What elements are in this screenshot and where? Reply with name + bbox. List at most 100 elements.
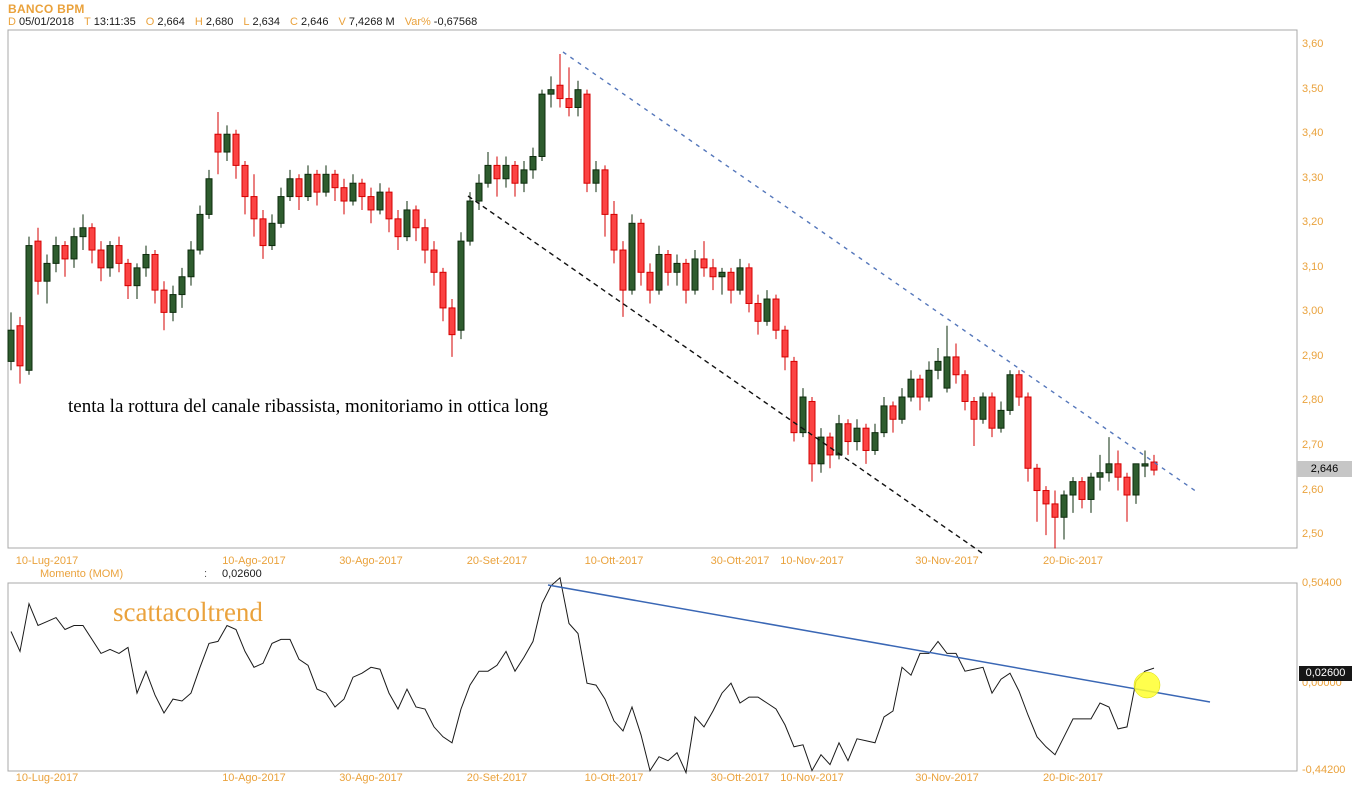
candle-body (862, 427, 870, 451)
candle-body (844, 423, 852, 443)
quote-field: C 2,646 (290, 16, 329, 28)
candle-body (493, 164, 501, 180)
candle-body (754, 302, 762, 322)
momentum-value-badge: 0,02600 (1299, 666, 1352, 681)
candle-body (178, 276, 186, 296)
candle-body (475, 182, 483, 202)
candle-body (250, 196, 258, 220)
candle-body (412, 209, 420, 229)
date-axis-label: 20-Set-2017 (466, 772, 528, 784)
candle-body (223, 133, 231, 153)
candle-body (421, 227, 429, 251)
candle-body (745, 267, 753, 304)
candle-body (628, 222, 636, 291)
candle-body (826, 436, 834, 456)
date-axis-label: 30-Ago-2017 (339, 555, 403, 567)
indicator-colon: : (204, 568, 208, 580)
candle-body (511, 164, 519, 184)
date-axis-label: 10-Ott-2017 (584, 555, 644, 567)
candle-body (925, 369, 933, 398)
candle-body (43, 262, 51, 282)
candle-body (529, 155, 537, 171)
candle-body (691, 258, 699, 291)
candle-body (574, 89, 582, 108)
candle-body (799, 396, 807, 434)
date-axis-label: 10-Ago-2017 (222, 772, 286, 784)
candle-body (439, 271, 447, 309)
candle-body (781, 329, 789, 358)
candle-body (655, 253, 663, 291)
candle-body (430, 249, 438, 273)
candle-body (448, 307, 456, 336)
candle-body (304, 173, 312, 198)
candle-body (871, 432, 879, 451)
candle-body (520, 169, 528, 184)
main-plot-border (7, 29, 1298, 549)
candle-body (988, 396, 996, 429)
candle-body (907, 378, 915, 398)
candle-body (205, 178, 213, 215)
quote-field: H 2,680 (194, 16, 234, 28)
candle-body (682, 262, 690, 291)
quote-field: Var% -0,67568 (404, 16, 478, 28)
candle-body (133, 267, 141, 287)
candle-body (457, 240, 465, 331)
candle-body (196, 213, 204, 251)
momentum-line (10, 576, 1155, 775)
candle-body (151, 253, 159, 291)
candle-body (106, 245, 114, 269)
quote-field: O 2,664 (145, 16, 185, 28)
candle-body (1150, 461, 1158, 471)
candle-body (115, 245, 123, 264)
quote-field: T 13:11:35 (84, 16, 136, 28)
candle-body (601, 169, 609, 215)
watermark: scattacoltrend (113, 597, 263, 627)
candle-body (1141, 463, 1149, 467)
candle-body (736, 267, 744, 291)
price-axis-label: 3,30 (1302, 171, 1324, 184)
candle-body (556, 84, 564, 100)
candle-body (727, 271, 735, 291)
date-axis-label: 10-Ago-2017 (222, 555, 286, 567)
price-axis-label: 3,10 (1302, 260, 1324, 273)
candle-body (331, 173, 339, 189)
candle-body (1033, 467, 1041, 492)
date-axis-label: 20-Dic-2017 (1043, 772, 1103, 784)
candle-body (340, 187, 348, 202)
candle-body (610, 213, 618, 251)
date-axis-label: 30-Ago-2017 (339, 772, 403, 784)
candle-body (466, 200, 474, 242)
candle-body (664, 253, 672, 273)
candle-body (1051, 503, 1059, 518)
momentum-plot-border (7, 582, 1298, 772)
candle-body (565, 98, 573, 108)
candle-body (394, 218, 402, 238)
candle-body (934, 360, 942, 371)
candle-body (898, 396, 906, 420)
candle-body (484, 164, 492, 184)
candle-body (502, 164, 510, 180)
candle-body (241, 164, 249, 198)
candle-body (169, 294, 177, 313)
candle-body (673, 262, 681, 273)
candle-body (322, 173, 330, 193)
candle-body (376, 191, 384, 211)
price-axis-label: 3,60 (1302, 38, 1324, 51)
price-axis-label: 2,80 (1302, 394, 1324, 407)
candle-body (97, 249, 105, 269)
candle-body (214, 133, 222, 153)
candle-body (1132, 463, 1140, 496)
candle-body (1042, 490, 1050, 505)
date-axis-label: 10-Lug-2017 (15, 555, 79, 567)
candle-body (1096, 472, 1104, 478)
candle-body (79, 227, 87, 238)
candle-body (313, 173, 321, 193)
price-axis-label: 2,90 (1302, 349, 1324, 362)
candle-body (997, 409, 1005, 429)
date-axis-label: 10-Ott-2017 (584, 772, 644, 784)
last-price-badge: 2,646 (1297, 461, 1352, 477)
quote-field: V 7,4268 M (338, 16, 395, 28)
candle-body (385, 191, 393, 220)
